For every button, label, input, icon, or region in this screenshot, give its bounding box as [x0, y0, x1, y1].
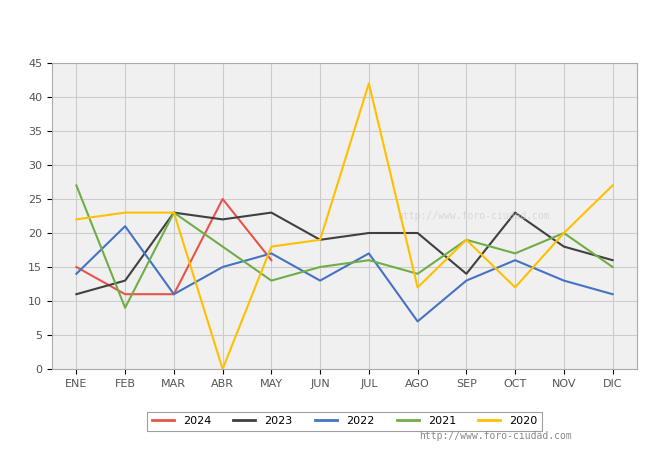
Text: http://www.foro-ciudad.com: http://www.foro-ciudad.com	[419, 431, 572, 441]
Text: http://www.foro-ciudad.com: http://www.foro-ciudad.com	[396, 211, 550, 221]
Text: Matriculaciones de Vehiculos en Santa Eulàlia de Ronçana: Matriculaciones de Vehiculos en Santa Eu…	[70, 19, 580, 35]
Legend: 2024, 2023, 2022, 2021, 2020: 2024, 2023, 2022, 2021, 2020	[147, 412, 542, 431]
